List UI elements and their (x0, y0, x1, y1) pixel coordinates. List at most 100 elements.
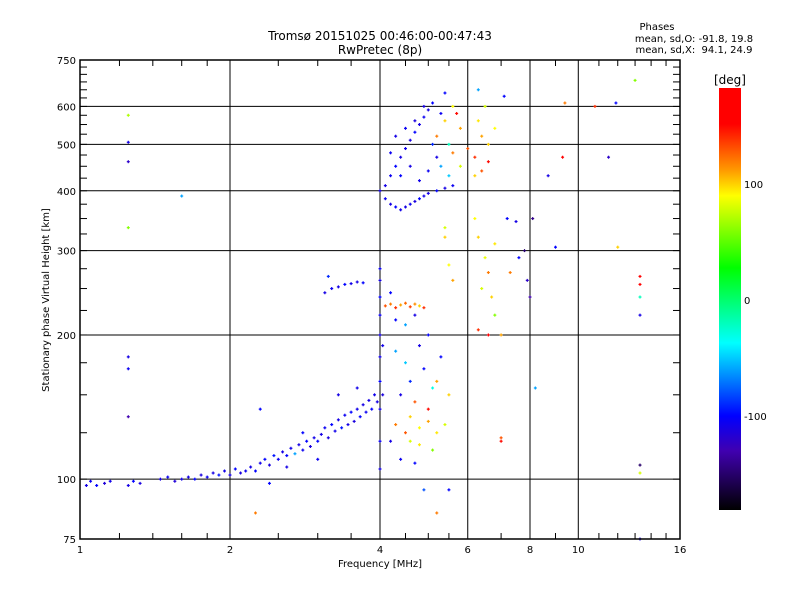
data-point (383, 197, 387, 201)
data-point (355, 407, 359, 411)
data-point (435, 431, 439, 435)
data-point (483, 256, 487, 260)
data-point (417, 304, 421, 308)
data-point (638, 282, 642, 286)
data-point (638, 295, 642, 299)
data-point (413, 313, 417, 317)
data-point (378, 189, 382, 193)
data-point (84, 483, 88, 487)
data-point (408, 379, 412, 383)
data-point (378, 355, 382, 359)
data-point (173, 479, 177, 483)
data-point (508, 271, 512, 275)
data-point (103, 481, 107, 485)
data-point (239, 471, 243, 475)
y-tick-labels: 75 100 200 300 400 500 600 750 (57, 56, 76, 546)
data-point (389, 174, 393, 178)
data-point (343, 282, 347, 286)
chart-subtitle: RwPretec (8p) (338, 43, 422, 57)
data-point (399, 208, 403, 212)
data-point (186, 475, 190, 479)
data-point (211, 471, 215, 475)
data-point (403, 205, 407, 209)
data-point (126, 113, 130, 117)
x-tick-label: 4 (377, 545, 383, 556)
data-point (378, 407, 382, 411)
data-point (408, 138, 412, 142)
data-point (486, 333, 490, 337)
data-points (84, 78, 642, 541)
data-point (443, 186, 447, 190)
data-point (403, 323, 407, 327)
data-point (394, 349, 398, 353)
data-point (126, 140, 130, 144)
data-point (126, 226, 130, 230)
data-point (476, 328, 480, 332)
data-point (95, 483, 99, 487)
data-point (473, 174, 477, 178)
data-point (193, 477, 197, 481)
y-tick-label: 100 (57, 475, 76, 486)
data-point (267, 481, 271, 485)
data-point (514, 220, 518, 224)
y-tick-label: 600 (57, 102, 76, 113)
legend-title: Phases (639, 22, 674, 33)
data-point (138, 481, 142, 485)
data-point (131, 479, 135, 483)
data-point (431, 101, 435, 105)
data-point (422, 306, 426, 310)
data-point (408, 164, 412, 168)
data-point (426, 191, 430, 195)
x-tick-label: 8 (527, 545, 533, 556)
data-point (126, 483, 130, 487)
data-point (417, 179, 421, 183)
data-point (285, 454, 289, 458)
data-point (126, 355, 130, 359)
chart-title: Tromsø 20151025 00:46:00-00:47:43 (267, 29, 492, 43)
data-point (258, 407, 262, 411)
data-point (361, 281, 365, 285)
data-point (126, 367, 130, 371)
data-point (408, 439, 412, 443)
data-point (435, 189, 439, 193)
data-point (443, 91, 447, 95)
data-point (476, 119, 480, 123)
data-point (505, 217, 509, 221)
data-point (180, 477, 184, 481)
y-tick-label: 300 (57, 247, 76, 258)
x-tick-labels: 1 2 4 6 8 10 16 (77, 545, 687, 556)
data-point (217, 473, 221, 477)
data-point (458, 164, 462, 168)
data-point (355, 280, 359, 284)
data-point (499, 436, 503, 440)
data-point (89, 479, 93, 483)
data-point (349, 410, 353, 414)
data-point (378, 313, 382, 317)
data-point (486, 160, 490, 164)
data-point (375, 400, 379, 404)
data-point (330, 287, 334, 291)
data-point (443, 235, 447, 239)
data-point (517, 256, 521, 260)
data-point (638, 313, 642, 317)
data-point (422, 367, 426, 371)
data-point (336, 285, 340, 289)
data-point (447, 142, 451, 146)
data-point (447, 174, 451, 178)
data-point (413, 400, 417, 404)
data-point (546, 174, 550, 178)
data-point (381, 393, 385, 397)
data-point (258, 461, 262, 465)
data-point (426, 407, 430, 411)
data-point (499, 439, 503, 443)
data-point (490, 295, 494, 299)
data-point (486, 271, 490, 275)
data-point (480, 287, 484, 291)
data-point (253, 511, 257, 515)
data-point (383, 184, 387, 188)
y-tick-label: 200 (57, 331, 76, 342)
data-point (399, 393, 403, 397)
data-point (439, 355, 443, 359)
data-point (373, 393, 377, 397)
data-point (326, 274, 330, 278)
